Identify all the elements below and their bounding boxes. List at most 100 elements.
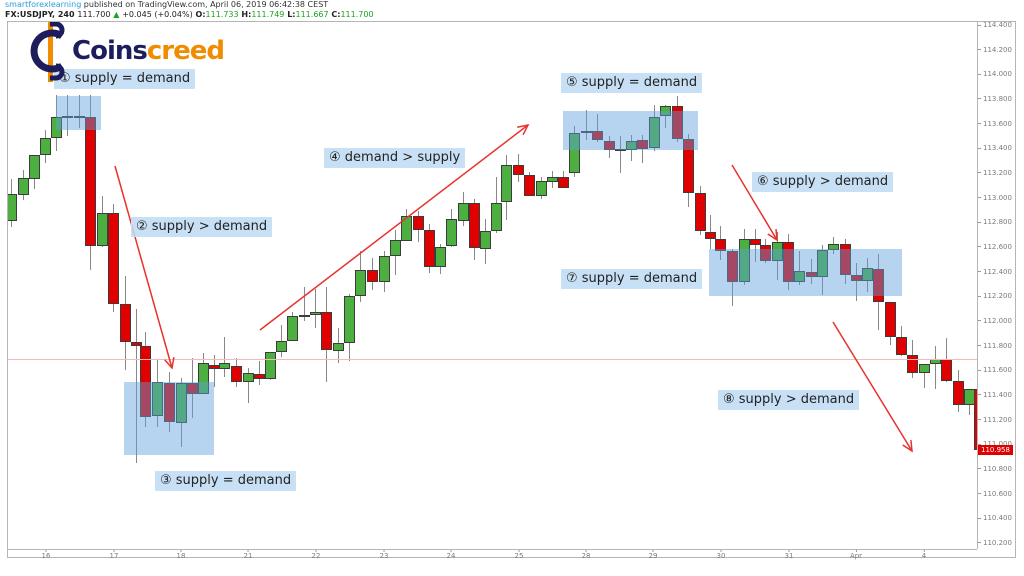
y-tick-label: 111.400 — [978, 391, 1012, 399]
low-value: 111.667 — [295, 10, 329, 19]
x-tick-label: 4 — [921, 552, 927, 560]
candle-body — [97, 212, 108, 246]
price-change: +0.045 (+0.04%) — [122, 10, 193, 19]
candle-body — [592, 130, 603, 141]
candle-body — [806, 271, 817, 278]
candle-body — [919, 363, 930, 374]
supply-demand-zone[interactable] — [56, 96, 101, 130]
y-tick-label: 112.400 — [978, 268, 1012, 276]
candle-body — [29, 155, 40, 180]
candle-body — [243, 372, 254, 383]
candle-body — [501, 164, 512, 203]
candle-body — [817, 249, 828, 278]
candle-body — [333, 343, 344, 351]
candle-wick — [315, 288, 316, 328]
candle-wick — [799, 250, 800, 285]
high-label: H: — [241, 10, 252, 19]
supply-demand-zone[interactable] — [124, 382, 214, 456]
annotation-label-6[interactable]: ⑥ supply > demand — [752, 172, 894, 192]
candle-wick — [586, 109, 587, 141]
author-link[interactable]: smartforexlearning — [5, 0, 82, 9]
chart-frame — [7, 21, 1016, 558]
annotation-label-1[interactable]: ① supply = demand — [54, 69, 196, 89]
x-tick-label: 28 — [581, 552, 591, 560]
candle-body — [873, 268, 884, 303]
annotation-label-7[interactable]: ⑦ supply = demand — [561, 269, 703, 289]
candle-body — [536, 181, 547, 196]
candle-wick — [856, 263, 857, 302]
candle-body — [672, 106, 683, 140]
x-tick-label: 30 — [716, 552, 726, 560]
coinscreed-logo: Coinscreed — [22, 22, 225, 82]
candle-body — [974, 388, 977, 451]
candle-body — [276, 341, 287, 352]
candle-body — [40, 138, 51, 156]
x-tick-label: 17 — [109, 552, 119, 560]
candle-body — [299, 314, 310, 317]
annotation-label-4[interactable]: ④ demand > supply — [324, 148, 466, 168]
publish-text: published on TradingView.com, April 06, … — [81, 0, 329, 9]
symbol-bar: FX:USDJPY, 240 111.700 ▲ +0.045 (+0.04%)… — [5, 10, 374, 19]
candle-body — [480, 230, 491, 249]
candle-body — [152, 382, 163, 417]
candle-body — [794, 270, 805, 283]
open-value: 111.733 — [205, 10, 239, 19]
candle-body — [953, 381, 964, 405]
candle-body — [715, 239, 726, 251]
y-tick-label: 111.200 — [978, 416, 1012, 424]
y-tick-label: 110.200 — [978, 539, 1012, 547]
candle-body — [828, 243, 839, 250]
logo-coin-icon — [30, 22, 65, 82]
y-tick-label: 114.400 — [978, 21, 1012, 29]
candle-body — [569, 132, 580, 173]
candle-wick — [597, 113, 598, 143]
triangle-up-icon: ▲ — [113, 10, 120, 19]
candle-body — [695, 192, 706, 231]
last-price: 111.700 — [77, 10, 111, 19]
candle-body — [783, 242, 794, 283]
candle-body — [390, 240, 401, 257]
candle-body — [458, 203, 469, 222]
candle-body — [469, 203, 480, 248]
annotation-label-2[interactable]: ② supply > demand — [131, 217, 273, 237]
supply-demand-zone[interactable] — [709, 249, 902, 297]
time-axis[interactable]: 16 17 18 21 22 23 24 25 28 29 30 31 Apr 4 — [8, 549, 977, 560]
x-tick-label: 22 — [311, 552, 321, 560]
candle-body — [18, 178, 29, 195]
y-tick-label: 113.200 — [978, 169, 1012, 177]
candle-body — [862, 267, 873, 282]
y-tick-label: 113.400 — [978, 144, 1012, 152]
candle-body — [231, 365, 242, 383]
candle-wick — [224, 337, 225, 378]
annotation-label-8[interactable]: ⑧ supply > demand — [718, 390, 860, 410]
annotation-label-3[interactable]: ③ supply = demand — [155, 471, 297, 491]
x-tick-label: 16 — [41, 552, 51, 560]
candle-body — [491, 203, 502, 231]
y-tick-label: 113.000 — [978, 194, 1012, 202]
price-axis[interactable]: 114.400 114.200 114.000 113.800 113.600 113.4… — [977, 21, 1017, 549]
y-tick-label: 111.800 — [978, 342, 1012, 350]
candle-body — [413, 215, 424, 230]
candle-body — [513, 164, 524, 176]
candle-body — [198, 363, 209, 395]
candle-body — [941, 359, 952, 382]
candle-wick — [248, 367, 249, 404]
candle-wick — [259, 361, 260, 385]
y-tick-label: 113.600 — [978, 120, 1012, 128]
candle-body — [219, 363, 230, 369]
x-tick-label: 24 — [446, 552, 456, 560]
candle-body — [896, 337, 907, 356]
y-tick-label: 110.800 — [978, 465, 1012, 473]
candle-body — [265, 351, 276, 380]
y-tick-label: 111.600 — [978, 366, 1012, 374]
candle-body — [727, 250, 738, 283]
candle-body — [74, 115, 85, 118]
candle-body — [705, 231, 716, 240]
candle-body — [62, 115, 73, 118]
candle-wick — [642, 135, 643, 164]
annotation-label-5[interactable]: ⑤ supply = demand — [561, 73, 703, 93]
y-tick-label: 110.600 — [978, 490, 1012, 498]
candle-body — [615, 148, 626, 151]
supply-demand-zone[interactable] — [563, 110, 698, 150]
close-label: C: — [331, 10, 341, 19]
